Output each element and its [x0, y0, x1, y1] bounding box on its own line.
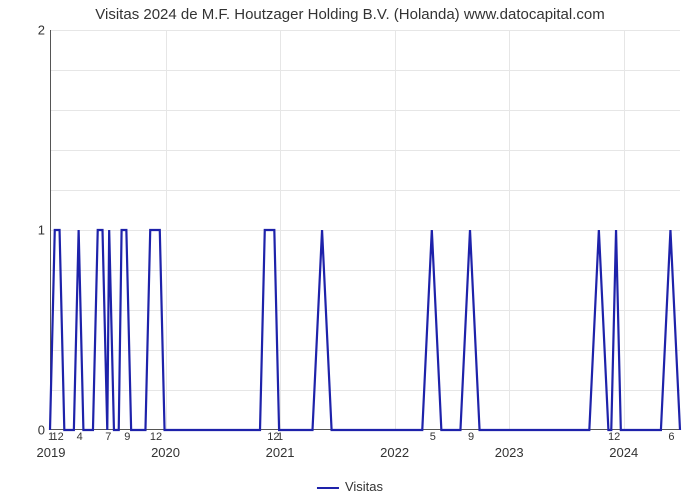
xtick-month: 7 — [105, 431, 111, 443]
legend: Visitas — [317, 479, 383, 494]
xtick-month: 12 — [608, 431, 620, 443]
xtick-month: 12 — [150, 431, 162, 443]
ytick-label: 1 — [38, 223, 45, 238]
xtick-month: 6 — [668, 431, 674, 443]
xtick-month: 1 — [277, 431, 283, 443]
xtick-year: 2024 — [609, 445, 638, 460]
xtick-year: 2020 — [151, 445, 180, 460]
xtick-year: 2021 — [266, 445, 295, 460]
legend-swatch — [317, 487, 339, 489]
line-series — [50, 30, 680, 430]
xtick-month: 4 — [77, 431, 83, 443]
xtick-year: 2022 — [380, 445, 409, 460]
xtick-month: 5 — [430, 431, 436, 443]
chart-title: Visitas 2024 de M.F. Houtzager Holding B… — [0, 0, 700, 27]
xtick-year: 2023 — [495, 445, 524, 460]
ytick-label: 0 — [38, 423, 45, 438]
ytick-label: 2 — [38, 23, 45, 38]
xtick-month: 12 — [52, 431, 64, 443]
xtick-month: 9 — [468, 431, 474, 443]
xtick-month: 9 — [124, 431, 130, 443]
legend-label: Visitas — [345, 479, 383, 494]
series-line — [50, 230, 680, 430]
xtick-year: 2019 — [37, 445, 66, 460]
chart-area: 0122019202020212022202320241124791212159… — [50, 30, 680, 430]
